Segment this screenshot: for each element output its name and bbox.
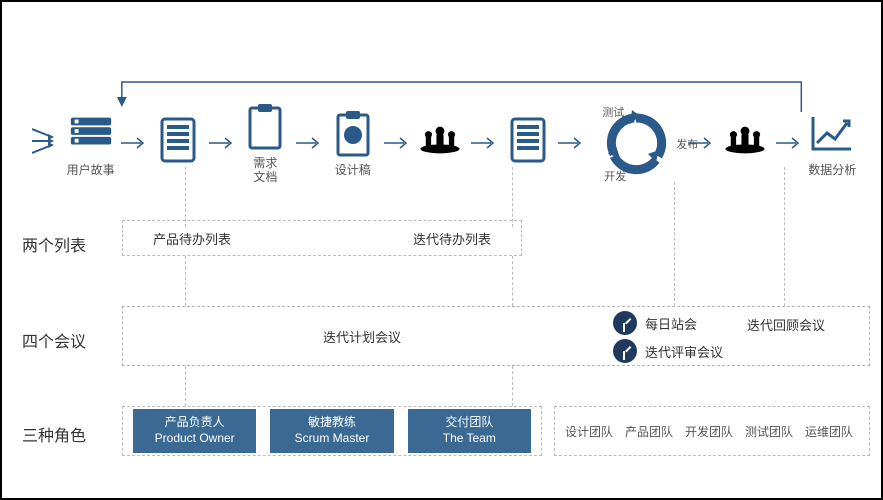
- connector-line: [185, 366, 186, 406]
- stage-label: 用户故事: [67, 163, 115, 177]
- clock-icon: [613, 311, 637, 335]
- connector-line: [512, 167, 513, 227]
- feedback-loop-arrow: [112, 72, 821, 102]
- team-product: 产品团队: [625, 423, 673, 440]
- arrow-icon: [119, 135, 149, 151]
- clock-icon: [613, 339, 637, 363]
- role-en: Product Owner: [141, 431, 248, 447]
- arrow-icon: [382, 135, 412, 151]
- retro-meeting-label: 迭代回顾会议: [747, 315, 825, 334]
- stage-planning-team: [412, 116, 469, 170]
- team-dev: 开发团队: [685, 423, 733, 440]
- connector-line: [185, 256, 186, 306]
- arrow-icon: [556, 135, 586, 151]
- role-cn: 交付团队: [416, 415, 523, 431]
- role-team: 交付团队 The Team: [408, 409, 531, 452]
- arrow-icon: [294, 135, 324, 151]
- role-en: The Team: [416, 431, 523, 447]
- stage-review-team: [716, 116, 773, 170]
- team-test: 测试团队: [745, 423, 793, 440]
- role-scrum-master: 敏捷教练 Scrum Master: [270, 409, 393, 452]
- connector-line: [185, 167, 186, 227]
- chart-icon: [808, 109, 856, 157]
- books-icon: [67, 109, 115, 157]
- clipboard-icon: [241, 102, 289, 150]
- role-product-owner: 产品负责人 Product Owner: [133, 409, 256, 452]
- list-icon: [154, 116, 202, 164]
- arrow-icon: [774, 135, 804, 151]
- connector-line: [784, 167, 785, 306]
- arrow-icon: [207, 135, 237, 151]
- review-meeting-label: 迭代评审会议: [645, 342, 723, 361]
- connector-line: [512, 366, 513, 406]
- connector-line: [674, 182, 675, 306]
- teams-box: 设计团队 产品团队 开发团队 测试团队 运维团队: [554, 406, 870, 456]
- meetings-box: 迭代计划会议 每日站会 迭代评审会议 迭代回顾会议: [122, 306, 870, 366]
- team-ops: 运维团队: [805, 423, 853, 440]
- team-icon: [721, 116, 769, 164]
- cycle-test-label: 测试: [602, 104, 624, 120]
- scrum-process-diagram: 用户故事: [0, 0, 883, 500]
- arrow-icon: [469, 135, 499, 151]
- design-clipboard-icon: [329, 109, 377, 157]
- cycle-icon: 测试 发布 开发: [586, 108, 686, 178]
- section-lists-heading: 两个列表: [22, 232, 86, 256]
- stage-dev-cycle: 测试 发布 开发: [586, 108, 686, 178]
- team-design: 设计团队: [565, 423, 613, 440]
- roles-box: 产品负责人 Product Owner 敏捷教练 Scrum Master 交付…: [122, 406, 542, 456]
- stage-analytics: 数据分析: [804, 109, 861, 177]
- list-icon: [504, 116, 552, 164]
- daily-meeting-label: 每日站会: [645, 314, 697, 333]
- role-cn: 产品负责人: [141, 415, 248, 431]
- planning-meeting-label: 迭代计划会议: [323, 327, 401, 346]
- role-en: Scrum Master: [278, 431, 385, 447]
- role-cn: 敏捷教练: [278, 415, 385, 431]
- input-arrows-icon: [32, 121, 62, 166]
- cycle-dev-label: 开发: [604, 168, 626, 184]
- sprint-backlog-label: 迭代待办列表: [413, 229, 491, 248]
- connector-line: [512, 256, 513, 306]
- team-icon: [416, 116, 464, 164]
- stage-product-backlog: [149, 116, 206, 170]
- section-roles-heading: 三种角色: [22, 422, 86, 446]
- stage-label: 数据分析: [808, 163, 856, 177]
- stage-requirements: 需求 文档: [237, 102, 294, 185]
- product-backlog-label: 产品待办列表: [153, 229, 231, 248]
- stage-sprint-backlog: [499, 116, 556, 170]
- daily-meeting: 每日站会: [613, 311, 697, 335]
- section-meetings-heading: 四个会议: [22, 328, 86, 352]
- review-meeting: 迭代评审会议: [613, 339, 723, 363]
- stage-user-story: 用户故事: [62, 109, 119, 177]
- stage-label: 设计稿: [335, 163, 371, 177]
- lists-box: 产品待办列表 迭代待办列表: [122, 220, 522, 256]
- stage-design: 设计稿: [324, 109, 381, 177]
- stage-label: 需求 文档: [253, 156, 277, 185]
- cycle-release-label: 发布: [676, 136, 698, 152]
- process-flow: 用户故事: [32, 102, 861, 185]
